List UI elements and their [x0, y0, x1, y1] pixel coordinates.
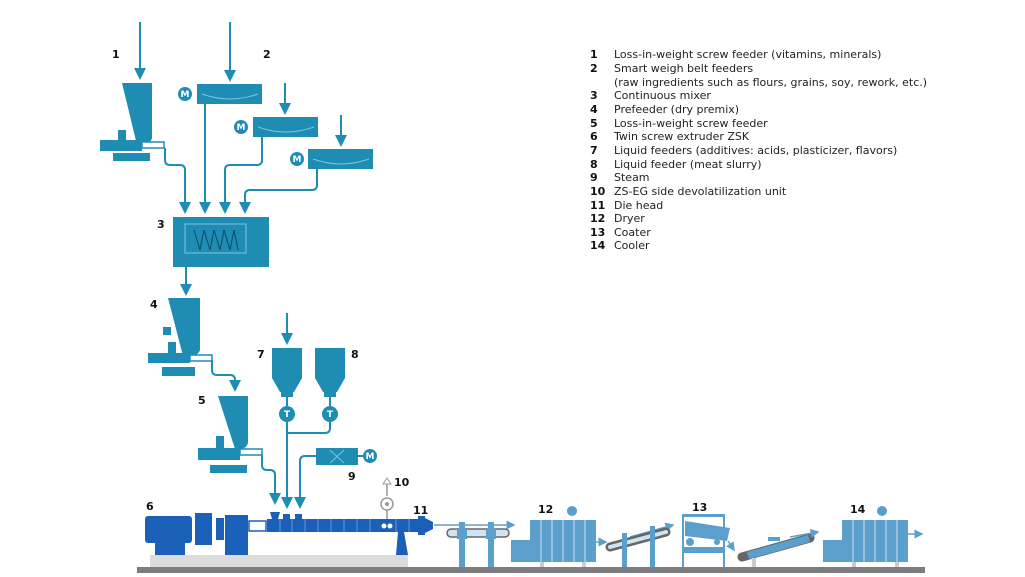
dryer-12 — [511, 506, 608, 567]
conveyor-3 — [737, 528, 820, 567]
valve-icon: T — [327, 410, 334, 420]
steam-9 — [294, 448, 377, 509]
legend-text: Cooler — [614, 239, 650, 252]
motor-icon: M — [293, 155, 302, 165]
legend-text: Smart weigh belt feeders — [614, 62, 753, 75]
base-slab — [150, 555, 408, 567]
legend-text: Die head — [614, 199, 663, 212]
screw-feeder-5 — [198, 396, 281, 505]
label-6: 6 — [146, 500, 154, 513]
legend-text: Liquid feeder (meat slurry) — [614, 158, 762, 171]
legend-num: 9 — [590, 171, 598, 184]
label-3: 3 — [157, 218, 165, 231]
legend-text: Loss-in-weight screw feeder (vitamins, m… — [614, 48, 881, 61]
legend-num: 10 — [590, 185, 606, 198]
continuous-mixer-3 — [173, 217, 269, 296]
legend-text: Steam — [614, 171, 650, 184]
label-8: 8 — [351, 348, 359, 361]
label-13: 13 — [692, 501, 707, 514]
label-9: 9 — [348, 470, 356, 483]
legend-num: 6 — [590, 130, 598, 143]
label-7: 7 — [257, 348, 265, 361]
label-10: 10 — [394, 476, 410, 489]
label-1: 1 — [112, 48, 120, 61]
devolatilization-unit-10 — [380, 477, 394, 529]
screw-feeder-1 — [100, 22, 191, 214]
legend-num: 7 — [590, 144, 598, 157]
legend-text: (raw ingredients such as flours, grains,… — [614, 76, 927, 89]
valve-icon: T — [284, 410, 291, 420]
label-5: 5 — [198, 394, 206, 407]
conveyor-1 — [434, 520, 516, 567]
legend-text: Twin screw extruder ZSK — [613, 130, 750, 143]
legend-text: Coater — [614, 226, 651, 239]
label-14: 14 — [850, 503, 866, 516]
legend-num: 2 — [590, 62, 598, 75]
legend-num: 13 — [590, 226, 605, 239]
belt-feeders-2 — [178, 22, 373, 214]
label-12: 12 — [538, 503, 553, 516]
legend: 1 Loss-in-weight screw feeder (vitamins,… — [590, 48, 927, 252]
legend-num: 4 — [590, 103, 598, 116]
label-4: 4 — [150, 298, 158, 311]
legend-num: 1 — [590, 48, 598, 61]
conveyor-2 — [605, 522, 675, 567]
legend-text: Dryer — [614, 212, 645, 225]
motor-icon: M — [181, 90, 190, 100]
label-2: 2 — [263, 48, 271, 61]
label-11: 11 — [413, 504, 428, 517]
legend-text: Prefeeder (dry premix) — [614, 103, 739, 116]
legend-num: 11 — [590, 199, 605, 212]
prefeeder-4 — [148, 298, 241, 392]
motor-icon: M — [366, 452, 375, 462]
liquid-feeders-7-8 — [272, 313, 345, 509]
motor-icon: M — [237, 123, 246, 133]
legend-text: Continuous mixer — [614, 89, 711, 102]
legend-text: ZS-EG side devolatilization unit — [614, 185, 787, 198]
floor — [137, 567, 925, 573]
legend-text: Loss-in-weight screw feeder — [614, 117, 768, 130]
cooler-14 — [823, 506, 924, 567]
legend-num: 5 — [590, 117, 598, 130]
legend-text: Liquid feeders (additives: acids, plasti… — [614, 144, 897, 157]
legend-num: 8 — [590, 158, 598, 171]
legend-num: 3 — [590, 89, 598, 102]
twin-screw-extruder-6 — [145, 512, 433, 555]
legend-num: 14 — [590, 239, 606, 252]
coater-13 — [682, 514, 735, 567]
legend-num: 12 — [590, 212, 605, 225]
